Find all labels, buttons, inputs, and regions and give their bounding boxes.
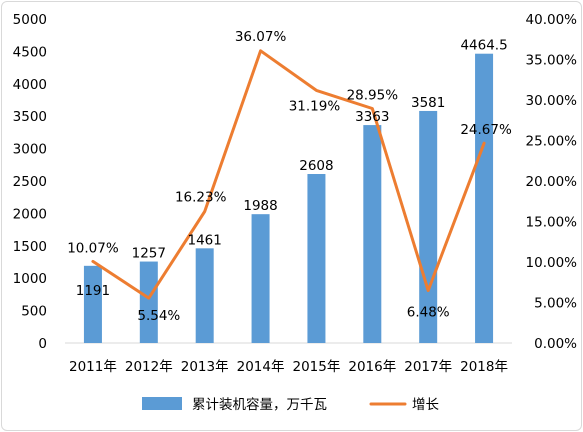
bar: [83, 265, 102, 343]
legend-line-label: 增长: [412, 397, 439, 413]
bar-value-label: 3363: [355, 109, 389, 125]
bar-value-label: 2608: [299, 158, 333, 174]
legend-bar-swatch: [142, 397, 182, 410]
y-left-tick-label: 1500: [13, 239, 47, 255]
y-right-tick-label: 25.00%: [526, 134, 578, 150]
y-left-tick-label: 500: [21, 304, 47, 320]
y-right-tick-label: 40.00%: [526, 12, 578, 28]
bar-value-label: 1988: [243, 198, 277, 214]
y-right-tick-label: 35.00%: [526, 53, 578, 69]
x-tick-label: 2014年: [237, 359, 285, 375]
x-tick-label: 2015年: [293, 359, 341, 375]
bar-value-label: 1461: [188, 232, 222, 248]
line-value-label: 31.19%: [289, 98, 341, 114]
y-right-tick-label: 20.00%: [526, 174, 578, 190]
bar-value-label: 1191: [76, 283, 110, 299]
line-value-label: 28.95%: [347, 88, 399, 104]
x-tick-label: 2017年: [404, 359, 452, 375]
x-tick-label: 2018年: [460, 359, 508, 375]
line-value-label: 24.67%: [460, 122, 512, 138]
bar: [139, 261, 158, 343]
y-left-tick-label: 4000: [13, 77, 47, 93]
bar-value-label: 1257: [132, 246, 166, 262]
bar: [307, 174, 326, 343]
y-left-tick-label: 1000: [13, 271, 47, 287]
bar: [419, 110, 438, 343]
bar-value-label: 3581: [411, 95, 445, 111]
y-right-tick-label: 15.00%: [526, 215, 578, 231]
bar-value-label: 4464.5: [460, 38, 507, 54]
y-right-tick-label: 0.00%: [534, 336, 577, 352]
y-right-tick-label: 30.00%: [526, 93, 578, 109]
bar: [195, 248, 214, 343]
y-left-tick-label: 4500: [13, 44, 47, 60]
growth-line: [91, 49, 486, 300]
y-left-tick-label: 3000: [13, 142, 47, 158]
y-left-tick-label: 3500: [13, 109, 47, 125]
x-tick-label: 2016年: [348, 359, 396, 375]
bar: [475, 53, 494, 343]
y-right-tick-label: 10.00%: [526, 255, 578, 271]
line-value-label: 36.07%: [235, 29, 287, 45]
y-left-tick-label: 0: [38, 336, 47, 352]
x-tick-label: 2013年: [181, 359, 229, 375]
y-left-tick-label: 2000: [13, 206, 47, 222]
legend-bar-label: 累计装机容量，万千瓦: [192, 396, 327, 413]
line-value-label: 5.54%: [137, 308, 180, 324]
line-value-label: 6.48%: [407, 305, 450, 321]
bar: [363, 125, 382, 343]
x-tick-label: 2012年: [125, 359, 173, 375]
y-left-tick-label: 5000: [13, 12, 47, 28]
y-right-tick-label: 5.00%: [534, 296, 577, 312]
x-tick-label: 2011年: [69, 359, 117, 375]
y-left-tick-label: 2500: [13, 174, 47, 190]
bar: [251, 214, 270, 343]
line-value-label: 16.23%: [175, 190, 227, 206]
line-value-label: 10.07%: [67, 240, 119, 256]
